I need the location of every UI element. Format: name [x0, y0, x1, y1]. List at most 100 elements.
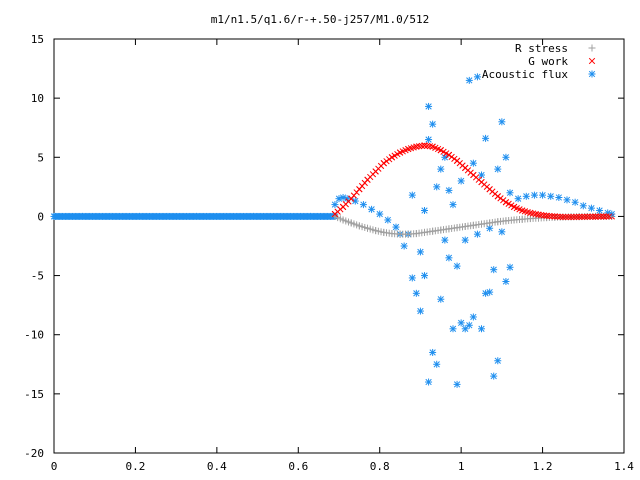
marker-stroke [519, 207, 526, 214]
data-point [445, 151, 453, 159]
marker-stroke [527, 209, 534, 217]
data-point [429, 120, 437, 128]
x-tick-label: 0.2 [125, 460, 145, 473]
marker-stroke [457, 177, 465, 185]
data-point [445, 186, 453, 194]
data-point [482, 134, 490, 142]
marker-stroke [409, 274, 416, 282]
data-point [597, 213, 605, 220]
data-point [578, 213, 586, 221]
data-point [465, 76, 473, 84]
marker-stroke [603, 213, 610, 220]
marker-stroke [449, 201, 457, 208]
x-tick-label: 0 [51, 460, 58, 473]
data-point [562, 213, 569, 221]
marker-stroke [498, 228, 506, 235]
marker-stroke [368, 206, 375, 213]
marker-stroke [502, 199, 510, 206]
legend-marker [588, 70, 596, 78]
marker-stroke [383, 158, 390, 165]
marker-stroke [474, 231, 481, 238]
data-point [335, 195, 343, 203]
marker-stroke [529, 210, 537, 217]
marker-stroke [433, 183, 440, 191]
legend-marker [588, 57, 596, 65]
data-point [603, 213, 610, 220]
marker-stroke [502, 278, 510, 285]
marker-stroke [437, 165, 444, 173]
data-point [514, 195, 522, 203]
marker-stroke [554, 213, 561, 220]
marker-stroke [580, 202, 587, 209]
x-tick-label: 1.2 [533, 460, 553, 473]
marker-stroke [445, 187, 453, 194]
data-point [587, 204, 595, 212]
data-point [539, 191, 547, 199]
marker-stroke [425, 103, 432, 110]
marker-stroke [592, 213, 599, 220]
data-point [408, 274, 416, 282]
marker-stroke [409, 191, 416, 199]
marker-stroke [448, 153, 455, 161]
marker-stroke [482, 290, 489, 297]
data-point [567, 213, 575, 221]
marker-stroke [434, 145, 442, 153]
tick-labels: 0 0.2 0.4 0.6 0.8 1 1.2 1.4 15 10 5 0 -5 -10 -15 -20 [24, 33, 634, 473]
series-g-work [331, 142, 615, 221]
marker-stroke [417, 307, 424, 315]
marker-stroke [392, 223, 400, 231]
data-point [386, 156, 393, 163]
marker-stroke [567, 213, 575, 221]
marker-stroke [440, 148, 447, 155]
y-tick-label: -10 [24, 329, 44, 342]
data-point [331, 201, 339, 209]
marker-stroke [588, 70, 596, 78]
data-point [546, 212, 553, 220]
data-point [453, 380, 461, 388]
y-tick-label: -15 [24, 388, 44, 401]
data-point [559, 213, 567, 221]
marker-stroke [557, 213, 564, 220]
marker-stroke [478, 171, 485, 179]
marker-stroke [508, 202, 515, 209]
marker-stroke [500, 197, 507, 204]
marker-stroke [573, 213, 580, 221]
marker-stroke [502, 154, 510, 161]
marker-stroke [453, 262, 461, 270]
legend-label: R stress [515, 42, 568, 55]
data-point [437, 295, 445, 303]
marker-stroke [538, 211, 545, 219]
marker-stroke [532, 210, 539, 218]
marker-stroke [505, 200, 512, 207]
data-point [478, 325, 485, 333]
x-tick-label: 1 [458, 460, 465, 473]
data-point [557, 213, 564, 220]
legend-marker [588, 44, 596, 52]
data-point [465, 321, 473, 329]
marker-stroke [421, 142, 428, 149]
data-point [576, 213, 583, 221]
y-tick-label: 0 [37, 210, 44, 223]
data-point [416, 307, 424, 315]
data-point [453, 262, 461, 270]
y-tick-label: 5 [37, 151, 44, 164]
marker-stroke [432, 144, 439, 151]
marker-stroke [457, 319, 465, 327]
axis-ticks [53, 38, 625, 454]
y-tick-label: -5 [31, 270, 44, 283]
marker-stroke [425, 136, 432, 143]
marker-stroke [466, 322, 473, 329]
marker-stroke [386, 156, 393, 163]
data-point [502, 277, 510, 285]
marker-stroke [445, 254, 453, 261]
marker-stroke [600, 213, 607, 220]
marker-stroke [570, 213, 577, 221]
marker-stroke [417, 248, 424, 256]
data-point [490, 372, 498, 380]
data-point [547, 192, 555, 200]
data-point [494, 193, 501, 200]
marker-stroke [524, 208, 531, 216]
marker-stroke [466, 77, 473, 84]
